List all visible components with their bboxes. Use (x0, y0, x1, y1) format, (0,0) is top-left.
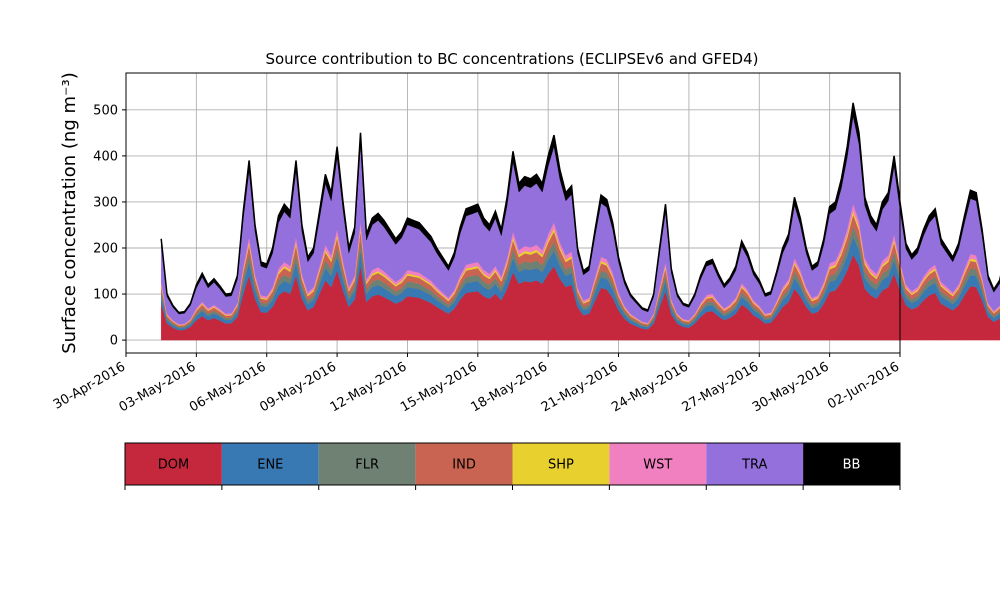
x-tick-label: 24-May-2016 (609, 359, 691, 415)
legend-label-tra: TRA (741, 458, 767, 473)
x-tick-label: 09-May-2016 (257, 359, 339, 415)
y-tick-label: 400 (93, 149, 118, 164)
plot-frame (125, 72, 901, 354)
x-tick-label: 27-May-2016 (680, 359, 762, 415)
legend: DOM ENE FLR IND SHP WST TRA BB (124, 442, 901, 490)
legend-swatch-flr (318, 443, 416, 485)
x-tick-label: 30-Apr-2016 (51, 359, 128, 412)
legend-swatch-ene (221, 443, 319, 485)
legend-swatch-dom (125, 443, 222, 485)
legend-swatch-tra (706, 443, 804, 485)
x-tick-label: 15-May-2016 (398, 359, 480, 415)
total-outline (160, 102, 1000, 314)
x-tick-label: 06-May-2016 (187, 359, 269, 415)
legend-swatch-shp (512, 443, 610, 485)
legend-label-dom: DOM (158, 458, 189, 473)
legend-label-ene: ENE (257, 458, 283, 473)
y-tick-label: 200 (93, 242, 118, 257)
x-tick-label: 18-May-2016 (469, 359, 551, 415)
stacked-areas (160, 102, 1000, 341)
y-tick-label: 300 (93, 195, 118, 210)
legend-swatch-bb (803, 443, 900, 485)
chart-title: Source contribution to BC concentrations… (265, 50, 758, 68)
x-tick-label: 21-May-2016 (539, 359, 621, 415)
x-tick-label: 30-May-2016 (750, 359, 832, 415)
y-tick-label: 100 (93, 288, 118, 303)
legend-label-flr: FLR (355, 458, 379, 473)
x-axis: 30-Apr-201603-May-201606-May-201609-May-… (51, 353, 902, 415)
legend-label-bb: BB (843, 458, 861, 473)
y-tick-label: 500 (93, 103, 118, 118)
legend-swatch-wst (609, 443, 707, 485)
x-tick-label: 12-May-2016 (328, 359, 410, 415)
legend-swatch-ind (415, 443, 513, 485)
y-axis-label: Surface concentration (ng m⁻³) (59, 72, 80, 354)
legend-frame (124, 442, 901, 486)
y-axis: 0 100 200 300 400 500 (93, 103, 126, 349)
x-tick-label: 02-Jun-2016 (825, 359, 902, 412)
y-tick-label: 0 (110, 334, 118, 349)
legend-label-shp: SHP (548, 458, 574, 473)
x-tick-label: 03-May-2016 (117, 359, 199, 415)
legend-label-wst: WST (643, 458, 672, 473)
legend-label-ind: IND (452, 458, 476, 473)
